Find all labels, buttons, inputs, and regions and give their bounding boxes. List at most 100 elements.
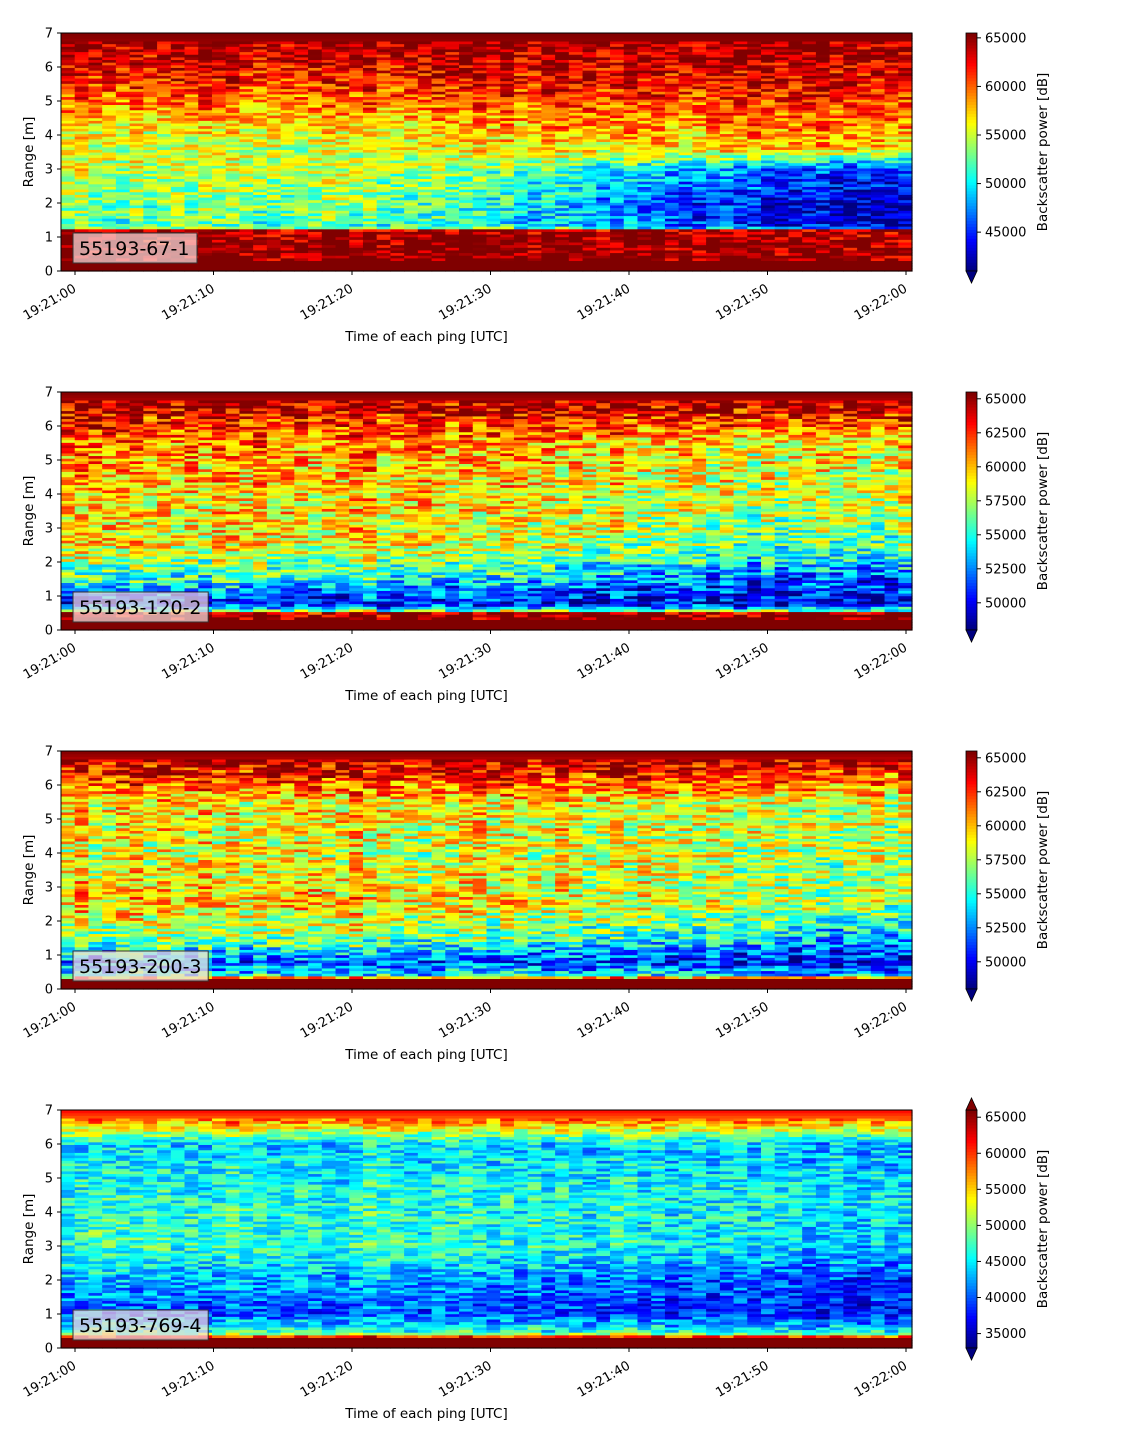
heatmap-cell xyxy=(404,202,419,206)
heatmap-cell xyxy=(115,51,131,55)
heatmap-cell xyxy=(102,99,117,103)
heatmap-cell xyxy=(102,186,117,190)
heatmap-cell xyxy=(266,130,282,135)
heatmap-cell xyxy=(198,96,213,100)
heatmap-cell xyxy=(582,220,597,224)
heatmap-cell xyxy=(198,67,213,71)
heatmap-cell xyxy=(445,194,460,198)
heatmap-cell xyxy=(129,75,144,79)
heatmap-cell xyxy=(486,146,501,150)
heatmap-cell xyxy=(102,141,117,145)
heatmap-cell xyxy=(335,112,350,116)
heatmap-cell xyxy=(417,48,433,53)
heatmap-cell xyxy=(294,38,309,42)
heatmap-cell xyxy=(555,149,570,153)
heatmap-cell xyxy=(102,130,117,135)
heatmap-cell xyxy=(623,128,639,132)
heatmap-cell xyxy=(376,120,392,124)
heatmap-cell xyxy=(500,265,515,269)
heatmap-cell xyxy=(143,101,158,105)
heatmap-cell xyxy=(472,175,488,180)
heatmap-cell xyxy=(431,233,446,238)
heatmap-cell xyxy=(527,62,543,66)
heatmap-cell xyxy=(582,228,597,232)
heatmap-cell xyxy=(459,162,474,166)
heatmap-cell xyxy=(280,268,295,272)
heatmap-cell xyxy=(500,154,515,158)
heatmap-cell xyxy=(623,191,639,195)
heatmap-cell xyxy=(596,239,611,243)
heatmap-cell xyxy=(472,170,488,174)
heatmap-cell xyxy=(637,191,652,195)
heatmap-cell xyxy=(211,244,227,248)
heatmap-cell xyxy=(459,144,474,148)
heatmap-cell xyxy=(198,122,213,127)
heatmap-cell xyxy=(376,186,392,190)
heatmap-cell xyxy=(308,85,323,90)
heatmap-cell xyxy=(239,64,254,68)
heatmap-cell xyxy=(61,167,76,172)
heatmap-cell xyxy=(500,186,515,190)
heatmap-cell xyxy=(500,104,515,108)
heatmap-cell xyxy=(417,43,433,47)
heatmap-cell xyxy=(404,91,419,95)
heatmap-cell xyxy=(211,194,227,198)
heatmap-cell xyxy=(129,48,144,53)
heatmap-cell xyxy=(170,207,186,211)
heatmap-cell xyxy=(417,91,433,95)
heatmap-cell xyxy=(637,109,652,113)
heatmap-cell xyxy=(637,152,652,156)
heatmap-cell xyxy=(568,265,584,269)
heatmap-cell xyxy=(513,80,529,84)
heatmap-cell xyxy=(225,199,241,203)
heatmap-cell xyxy=(541,154,556,158)
heatmap-cell xyxy=(239,85,254,90)
heatmap-cell xyxy=(651,48,666,53)
heatmap-cell xyxy=(184,67,199,71)
heatmap-cell xyxy=(294,75,309,79)
heatmap-cell xyxy=(266,186,282,190)
heatmap-cell xyxy=(445,125,460,129)
heatmap-cell xyxy=(280,149,295,153)
heatmap-cell xyxy=(390,93,405,98)
heatmap-cell xyxy=(115,191,131,195)
heatmap-cell xyxy=(486,93,501,98)
heatmap-cell xyxy=(239,199,254,203)
heatmap-cell xyxy=(308,130,323,135)
heatmap-cell xyxy=(664,101,680,105)
heatmap-cell xyxy=(651,191,666,195)
heatmap-cell xyxy=(308,191,323,195)
heatmap-cell xyxy=(417,236,433,240)
heatmap-cell xyxy=(486,91,501,95)
heatmap-cell xyxy=(513,170,529,174)
heatmap-cell xyxy=(335,152,350,156)
heatmap-cell xyxy=(170,59,186,63)
heatmap-cell xyxy=(596,62,611,66)
heatmap-cell xyxy=(157,64,172,68)
heatmap-cell xyxy=(239,122,254,127)
heatmap-cell xyxy=(376,146,392,150)
heatmap-cell xyxy=(280,120,295,124)
heatmap-cell xyxy=(321,202,337,206)
heatmap-cell xyxy=(500,249,515,254)
heatmap-cell xyxy=(362,130,378,135)
heatmap-cell xyxy=(88,263,103,267)
heatmap-cell xyxy=(362,138,378,143)
heatmap-cell xyxy=(321,167,337,172)
heatmap-cell xyxy=(280,228,295,232)
heatmap-cell xyxy=(568,236,584,240)
heatmap-cell xyxy=(637,125,652,129)
heatmap-cell xyxy=(445,255,460,259)
heatmap-cell xyxy=(280,196,295,201)
heatmap-cell xyxy=(431,181,446,185)
heatmap-cell xyxy=(239,157,254,161)
heatmap-cell xyxy=(225,212,241,217)
heatmap-cell xyxy=(445,109,460,113)
heatmap-cell xyxy=(321,212,337,217)
heatmap-cell xyxy=(349,218,364,222)
heatmap-cell xyxy=(266,96,282,100)
heatmap-cell xyxy=(102,46,117,50)
heatmap-cell xyxy=(431,159,446,164)
heatmap-cell xyxy=(143,72,158,76)
heatmap-cell xyxy=(376,220,392,224)
